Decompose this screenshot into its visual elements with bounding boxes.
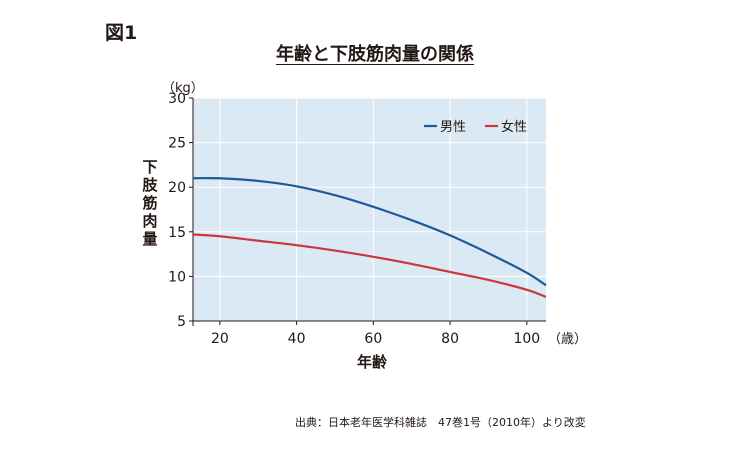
y-tick-label: 15 [168, 225, 186, 241]
x-tick-label: 80 [441, 331, 459, 347]
x-unit-label: （歳） [548, 332, 587, 347]
y-unit-label: （kg） [162, 81, 204, 96]
x-tick-labels: 20 40 60 80 100 [211, 321, 540, 347]
series-line-male [192, 176, 547, 287]
y-tick-label: 20 [168, 180, 186, 196]
y-tick-label: 25 [168, 136, 186, 152]
legend: 男性 女性 [424, 119, 527, 135]
plot-area [193, 98, 546, 321]
x-tick-label: 20 [211, 331, 229, 347]
y-tick-label: 30 [168, 91, 186, 107]
x-tick-label: 60 [364, 331, 382, 347]
y-tick-label: 10 [168, 269, 186, 285]
figure-label: 図1 [105, 22, 138, 44]
legend-label: 女性 [501, 119, 527, 135]
source-note: 出典：日本老年医学科雑誌 47巻1号（2010年）より改変 [295, 416, 586, 429]
y-tick-label: 5 [177, 314, 186, 330]
y-axis-title: 下肢筋肉量 [141, 158, 158, 248]
series-lines [192, 176, 547, 298]
x-axis-title: 年齢 [357, 353, 388, 371]
y-tick-labels: 5 10 15 20 25 30 [168, 91, 193, 330]
axes [192, 98, 546, 326]
chart-title-text: 年齢と下肢筋肉量の関係 [276, 44, 474, 65]
x-tick-label: 40 [288, 331, 306, 347]
series-line-female [192, 233, 547, 298]
x-tick-label: 100 [513, 331, 540, 347]
grid-lines [193, 97, 546, 321]
chart-title: 年齢と下肢筋肉量の関係 [0, 40, 750, 66]
legend-label: 男性 [440, 120, 466, 135]
